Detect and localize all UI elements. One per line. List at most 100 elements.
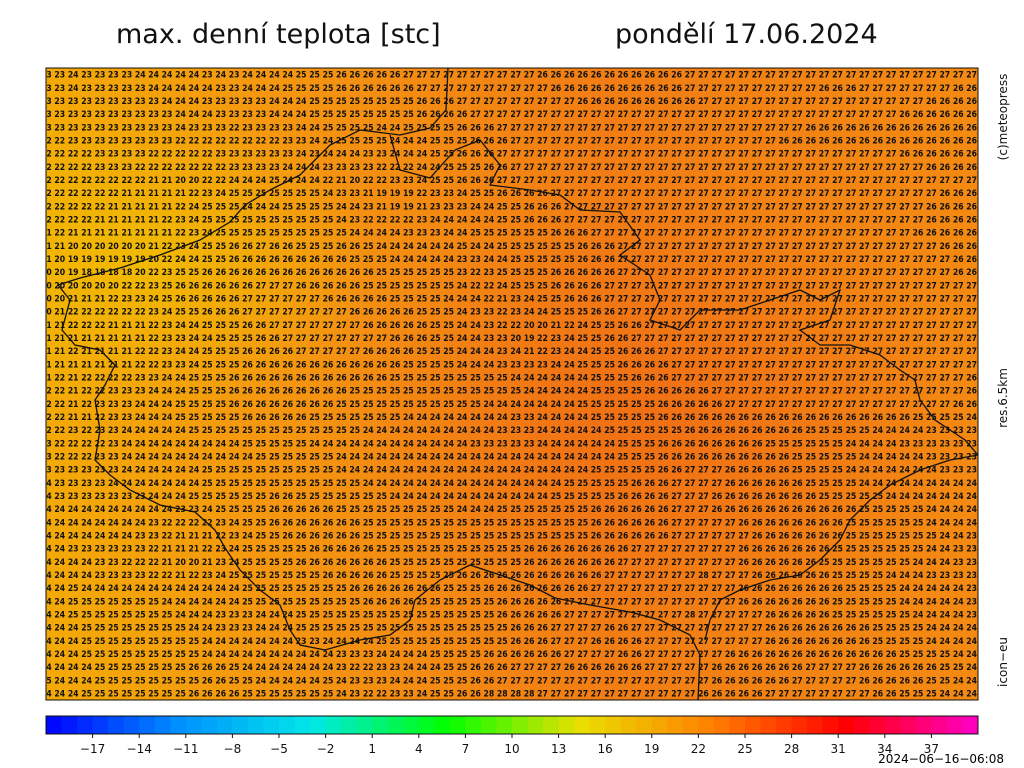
colorbar-segment	[247, 716, 264, 734]
grid-row: 24 24 24 24 23 23 22 22 22 21 20 20 21 2…	[41, 558, 977, 568]
grid-row: 24 24 23 23 23 23 23 23 22 21 21 21 22 2…	[41, 545, 977, 555]
resolution-label: res.6.5km	[996, 368, 1010, 428]
grid-row: 22 22 21 22 23 23 23 24 24 24 25 25 25 2…	[41, 400, 977, 410]
grid-row: 21 22 21 22 22 22 22 23 23 24 24 25 25 2…	[41, 374, 977, 384]
colorbar-segment	[465, 716, 482, 734]
colorbar-tick-label: 22	[691, 742, 706, 756]
colorbar-segment	[620, 716, 637, 734]
grid-row: 23 23 23 23 23 23 23 23 23 23 24 24 24 2…	[41, 110, 977, 120]
colorbar-tick-label: 28	[784, 742, 799, 756]
colorbar-tick-label: 37	[924, 742, 939, 756]
grid-row: 21 21 22 21 21 21 21 22 22 23 24 24 25 2…	[41, 347, 977, 357]
grid-row: 24 23 23 23 23 23 23 23 24 24 24 25 25 2…	[41, 492, 977, 502]
grid-row: 24 24 24 25 25 25 25 25 25 25 25 25 24 2…	[41, 650, 977, 660]
colorbar-segment	[745, 716, 762, 734]
colorbar-segment	[310, 716, 327, 734]
colorbar-segment	[838, 716, 855, 734]
border-line	[389, 134, 978, 456]
colorbar-segment	[605, 716, 622, 734]
colorbar-segment	[807, 716, 824, 734]
colorbar-segment	[77, 716, 94, 734]
colorbar-segment	[449, 716, 466, 734]
colorbar-tick-label: 31	[831, 742, 846, 756]
colorbar-segment	[372, 716, 389, 734]
colorbar-tick-label: 10	[504, 742, 519, 756]
colorbar-segment	[574, 716, 591, 734]
value-grid: 23 23 24 23 23 23 23 24 24 24 24 24 23 2…	[41, 71, 977, 700]
grid-row: 24 24 25 25 25 25 25 25 25 25 24 24 24 2…	[41, 611, 977, 621]
colorbar-segment	[263, 716, 280, 734]
colorbar-segment	[946, 716, 963, 734]
colorbar: −17 −14 −11 −8 −5 −2 1 4 7 10 13 16 19 22 25 28 31 34 37	[45, 715, 979, 756]
grid-row: 25 24 24 24 25 25 25 25 25 25 25 25 26 2…	[41, 676, 977, 686]
colorbar-tick-label: 1	[368, 742, 376, 756]
borders	[56, 68, 978, 700]
grid-row: 22 22 22 22 23 23 23 22 22 22 22 22 22 2…	[41, 163, 977, 173]
grid-row: 22 22 23 23 23 23 23 23 23 23 22 22 22 2…	[41, 137, 977, 147]
grid-row: 24 24 24 24 24 24 24 23 23 22 21 21 21 2…	[41, 532, 977, 542]
grid-row: 22 22 22 22 23 23 23 23 22 22 22 22 22 2…	[41, 150, 977, 160]
colorbar-segment	[279, 716, 296, 734]
colorbar-segment	[869, 716, 886, 734]
grid-row: 24 24 25 24 24 24 24 24 24 24 24 24 24 2…	[41, 584, 977, 594]
colorbar-segment	[294, 716, 311, 734]
colorbar-segment	[667, 716, 684, 734]
grid-row: 21 21 20 20 20 20 20 20 21 22 23 24 25 2…	[41, 242, 977, 252]
grid-row: 24 24 24 25 25 25 25 25 25 25 25 24 24 2…	[41, 624, 977, 634]
colorbar-segment	[356, 716, 373, 734]
colorbar-segment	[915, 716, 932, 734]
colorbar-segment	[527, 716, 544, 734]
grid-row: 21 20 19 19 19 19 19 19 20 22 24 24 25 2…	[41, 255, 977, 265]
colorbar-segment	[108, 716, 125, 734]
grid-row: 24 23 23 23 23 24 24 24 24 24 24 24 25 2…	[41, 479, 977, 489]
grid-row: 20 21 22 22 22 22 22 22 23 24 25 25 26 2…	[41, 308, 977, 318]
grid-row: 24 24 24 24 24 24 24 24 24 24 23 23 24 2…	[41, 505, 977, 515]
colorbar-segment	[682, 716, 699, 734]
grid-row: 23 23 23 23 23 23 24 24 24 24 24 24 25 2…	[41, 466, 977, 476]
grid-row: 22 22 22 22 22 21 21 21 21 21 22 24 25 2…	[41, 202, 977, 212]
colorbar-segment	[713, 716, 730, 734]
colorbar-segment	[791, 716, 808, 734]
colorbar-segment	[884, 716, 901, 734]
grid-row: 24 24 24 24 24 24 24 24 23 22 22 22 22 2…	[41, 518, 977, 528]
copyright-label: (c)meteopress	[996, 74, 1010, 161]
colorbar-segment	[325, 716, 342, 734]
grid-row: 21 22 21 21 21 21 21 21 21 21 22 23 24 2…	[41, 229, 977, 239]
colorbar-segment	[170, 716, 187, 734]
colorbar-segment	[822, 716, 839, 734]
colorbar-segment	[589, 716, 606, 734]
colorbar-segment	[480, 716, 497, 734]
colorbar-segment	[900, 716, 917, 734]
colorbar-segment	[387, 716, 404, 734]
grid-row: 21 21 21 21 21 21 21 22 22 23 23 24 25 2…	[41, 360, 977, 370]
grid-row: 23 23 23 23 23 23 23 23 23 23 24 23 23 2…	[41, 123, 977, 133]
colorbar-segment	[123, 716, 140, 734]
colorbar-segment	[931, 716, 948, 734]
colorbar-tick-label: 16	[598, 742, 613, 756]
colorbar-tick-label: 25	[737, 742, 752, 756]
colorbar-segment	[139, 716, 156, 734]
colorbar-tick-label: 34	[877, 742, 892, 756]
colorbar-segment	[434, 716, 451, 734]
colorbar-segment	[46, 716, 63, 734]
grid-row: 22 22 22 22 21 21 21 21 21 22 23 24 25 2…	[41, 216, 977, 226]
grid-row: 20 20 21 21 21 22 23 23 24 25 26 26 26 2…	[41, 295, 977, 305]
colorbar-tick-label: −17	[80, 742, 105, 756]
colorbar-segment	[216, 716, 233, 734]
grid-row: 20 20 19 18 18 18 18 20 22 23 25 25 26 2…	[41, 268, 977, 278]
grid-row: 23 23 24 23 23 23 23 23 24 24 24 24 24 2…	[41, 84, 977, 94]
colorbar-tick-label: −5	[270, 742, 288, 756]
colorbar-segment	[698, 716, 715, 734]
colorbar-tick-label: 13	[551, 742, 566, 756]
grid-row: 22 22 22 22 22 22 21 21 21 21 21 22 23 2…	[41, 189, 977, 199]
grid-row: 23 23 23 23 23 23 23 23 23 24 24 24 23 2…	[41, 97, 977, 107]
border-line	[56, 68, 701, 700]
colorbar-segment	[201, 716, 218, 734]
map-field: 23 23 24 23 23 23 23 24 24 24 24 24 23 2…	[41, 68, 978, 700]
colorbar-segment	[232, 716, 249, 734]
grid-row: 24 24 24 24 25 25 25 25 25 25 25 26 26 2…	[41, 663, 977, 673]
colorbar-segment	[61, 716, 78, 734]
grid-row: 22 22 21 21 22 23 23 24 24 24 25 25 25 2…	[41, 413, 977, 423]
colorbar-tick-label: −2	[317, 742, 335, 756]
